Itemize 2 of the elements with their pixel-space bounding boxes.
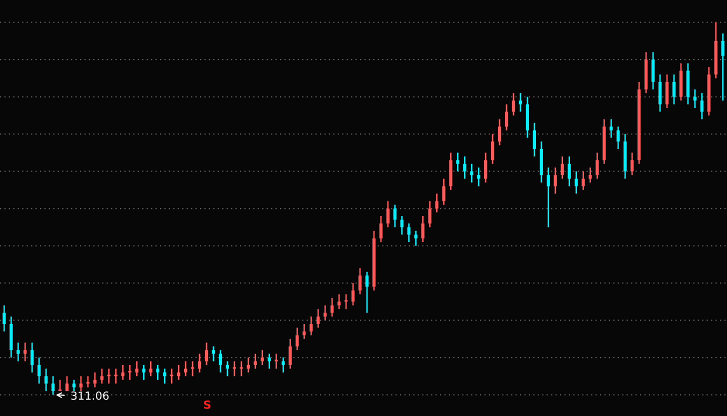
text: S (204, 400, 210, 409)
annotation: 311.06 (71, 391, 109, 400)
